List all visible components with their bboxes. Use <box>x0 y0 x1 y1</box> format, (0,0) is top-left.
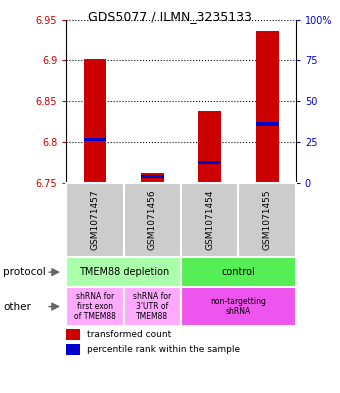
Text: TMEM88 depletion: TMEM88 depletion <box>79 267 169 277</box>
Text: shRNA for
3'UTR of
TMEM88: shRNA for 3'UTR of TMEM88 <box>133 292 171 321</box>
Bar <box>181 257 296 287</box>
Bar <box>124 183 181 257</box>
Text: percentile rank within the sample: percentile rank within the sample <box>87 345 240 354</box>
Text: control: control <box>222 267 255 277</box>
Bar <box>198 161 221 164</box>
Text: non-targetting
shRNA: non-targetting shRNA <box>210 297 266 316</box>
Bar <box>66 257 181 287</box>
Text: protocol: protocol <box>3 267 46 277</box>
Text: GDS5077 / ILMN_3235133: GDS5077 / ILMN_3235133 <box>88 10 252 23</box>
Text: GSM1071455: GSM1071455 <box>262 190 272 250</box>
Bar <box>124 287 181 326</box>
Bar <box>66 329 80 340</box>
Text: transformed count: transformed count <box>87 330 171 339</box>
Bar <box>238 183 296 257</box>
Text: GSM1071456: GSM1071456 <box>148 190 157 250</box>
Bar <box>84 59 106 183</box>
Bar <box>256 122 278 126</box>
Text: GSM1071457: GSM1071457 <box>90 190 100 250</box>
Bar <box>198 111 221 183</box>
Text: GSM1071454: GSM1071454 <box>205 190 214 250</box>
Bar <box>66 287 124 326</box>
Bar <box>141 173 164 183</box>
Bar <box>84 138 106 141</box>
Text: shRNA for
first exon
of TMEM88: shRNA for first exon of TMEM88 <box>74 292 116 321</box>
Bar <box>181 287 296 326</box>
Bar <box>181 183 238 257</box>
Bar <box>256 31 278 183</box>
Bar <box>66 344 80 355</box>
Bar <box>141 174 164 178</box>
Bar <box>66 183 124 257</box>
Text: other: other <box>3 301 31 312</box>
